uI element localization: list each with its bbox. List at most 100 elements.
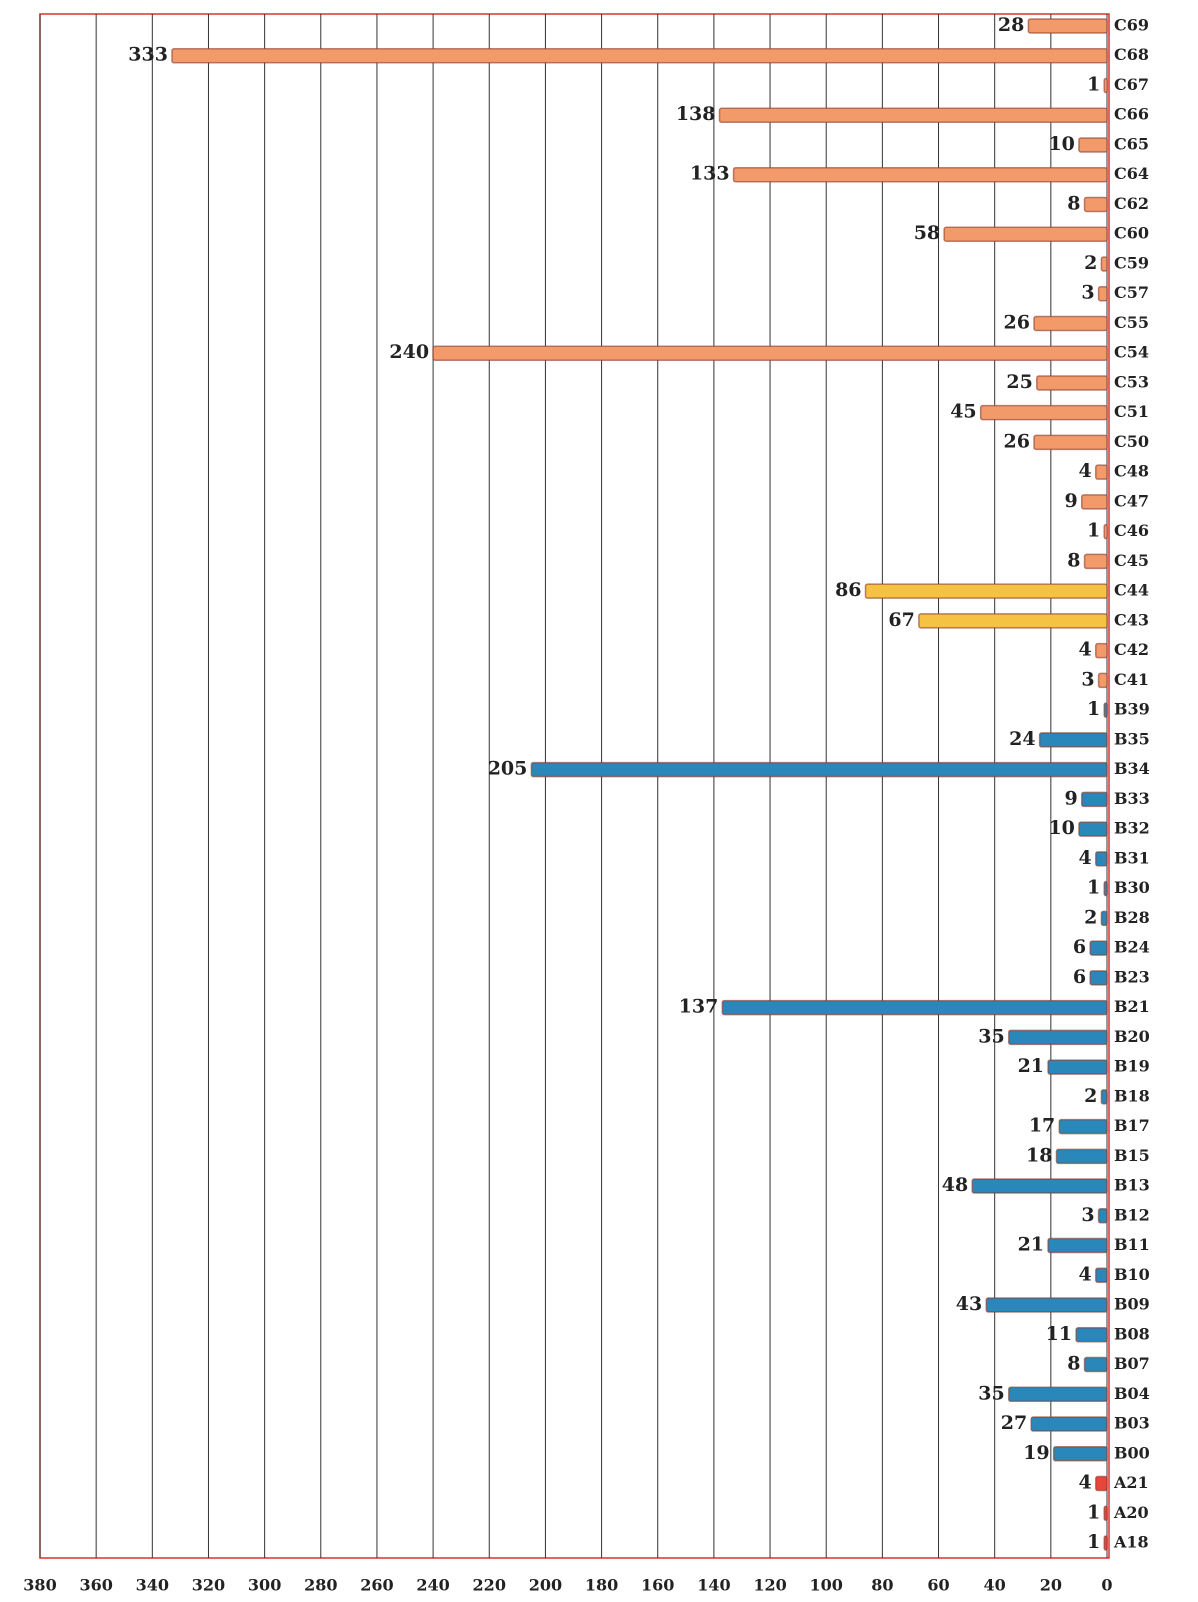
value-label: 45 (950, 401, 976, 423)
x-tick-label: 320 (192, 1576, 225, 1595)
value-label: 133 (690, 163, 730, 185)
bar (985, 1297, 1108, 1313)
x-tick-label: 120 (753, 1576, 786, 1595)
y-tick-label: B15 (1114, 1146, 1150, 1165)
y-tick-label: C50 (1114, 432, 1149, 451)
bar (943, 226, 1108, 242)
value-label: 1 (1087, 1501, 1100, 1523)
y-tick-label: C45 (1114, 551, 1149, 570)
value-label: 58 (914, 222, 940, 244)
x-tick-label: 200 (529, 1576, 562, 1595)
value-label: 11 (1046, 1323, 1072, 1345)
x-tick-label: 40 (984, 1576, 1006, 1595)
value-label: 8 (1067, 192, 1080, 214)
bar (1097, 285, 1108, 302)
bar (1030, 1416, 1108, 1432)
x-tick-label: 360 (79, 1576, 112, 1595)
x-tick-label: 300 (248, 1576, 281, 1595)
value-label: 67 (888, 609, 914, 631)
x-tick-label: 100 (810, 1576, 843, 1595)
value-label: 6 (1073, 966, 1086, 988)
y-tick-label: B28 (1114, 908, 1150, 927)
bar (1100, 256, 1108, 272)
y-tick-label: C41 (1114, 670, 1149, 689)
value-label: 18 (1026, 1144, 1052, 1166)
value-label: 240 (389, 341, 429, 363)
y-tick-label: C51 (1114, 402, 1149, 421)
y-tick-label: B17 (1114, 1116, 1150, 1135)
bar (1080, 791, 1108, 808)
y-tick-label: B31 (1114, 848, 1150, 867)
y-tick-label: B11 (1114, 1235, 1150, 1254)
y-tick-label: B18 (1114, 1086, 1150, 1105)
y-tick-label: C55 (1114, 313, 1149, 332)
bar (1075, 1327, 1108, 1343)
bar (721, 999, 1108, 1016)
bar (1033, 434, 1108, 451)
bar (1080, 494, 1108, 510)
value-label: 1 (1087, 520, 1100, 542)
bar (1038, 732, 1108, 748)
value-label: 4 (1079, 1472, 1092, 1494)
value-label: 6 (1073, 936, 1086, 958)
bar (1083, 1356, 1108, 1373)
bar (971, 1178, 1108, 1194)
bar (1103, 523, 1108, 540)
value-label: 21 (1018, 1055, 1044, 1077)
x-tick-label: 280 (304, 1576, 337, 1595)
value-label: 137 (679, 996, 719, 1018)
bar (1033, 315, 1108, 332)
bar (979, 404, 1108, 421)
y-tick-label: B32 (1114, 819, 1150, 838)
y-tick-label: B10 (1114, 1265, 1150, 1284)
value-label: 25 (1006, 371, 1032, 393)
x-tick-label: 160 (641, 1576, 674, 1595)
value-label: 1 (1087, 73, 1100, 95)
y-tick-label: C59 (1114, 253, 1149, 272)
bar (1047, 1059, 1108, 1075)
value-label: 333 (128, 44, 168, 66)
value-label: 3 (1081, 668, 1094, 690)
value-label: 4 (1079, 1263, 1092, 1285)
bar (1078, 821, 1108, 837)
bar (864, 583, 1108, 599)
y-tick-label: C57 (1114, 283, 1149, 302)
value-label: 2 (1084, 252, 1097, 274)
plot-frame (39, 13, 1110, 1559)
value-label: 21 (1018, 1234, 1044, 1256)
value-label: 1 (1087, 877, 1100, 899)
bar (718, 107, 1108, 123)
y-tick-label: B21 (1114, 997, 1150, 1016)
y-tick-label: C62 (1114, 194, 1149, 213)
bar (1097, 1208, 1108, 1224)
y-tick-label: B39 (1114, 700, 1150, 719)
bar (1083, 553, 1108, 570)
y-tick-label: B09 (1114, 1295, 1150, 1314)
y-tick-label: B33 (1114, 789, 1150, 808)
y-tick-label: C66 (1114, 105, 1149, 124)
y-tick-label: B00 (1114, 1443, 1150, 1462)
value-label: 28 (998, 14, 1024, 36)
bar (1095, 1475, 1108, 1492)
y-tick-label: C43 (1114, 610, 1149, 629)
bar (1047, 1237, 1108, 1254)
value-label: 205 (488, 758, 528, 780)
value-label: 35 (978, 1382, 1004, 1404)
x-tick-label: 260 (360, 1576, 393, 1595)
value-label: 9 (1064, 490, 1077, 512)
bar (1103, 1535, 1108, 1551)
y-tick-label: B08 (1114, 1324, 1150, 1343)
value-label: 48 (942, 1174, 968, 1196)
y-tick-label: C67 (1114, 75, 1149, 94)
bar (1078, 137, 1108, 153)
bar (171, 47, 1108, 64)
bar (1100, 910, 1108, 927)
y-tick-label: C47 (1114, 491, 1149, 510)
y-tick-label: C53 (1114, 372, 1149, 391)
y-tick-label: B13 (1114, 1176, 1150, 1195)
value-label: 43 (956, 1293, 982, 1315)
y-tick-label: C46 (1114, 521, 1149, 540)
y-tick-label: B19 (1114, 1057, 1150, 1076)
bar (1036, 375, 1108, 391)
